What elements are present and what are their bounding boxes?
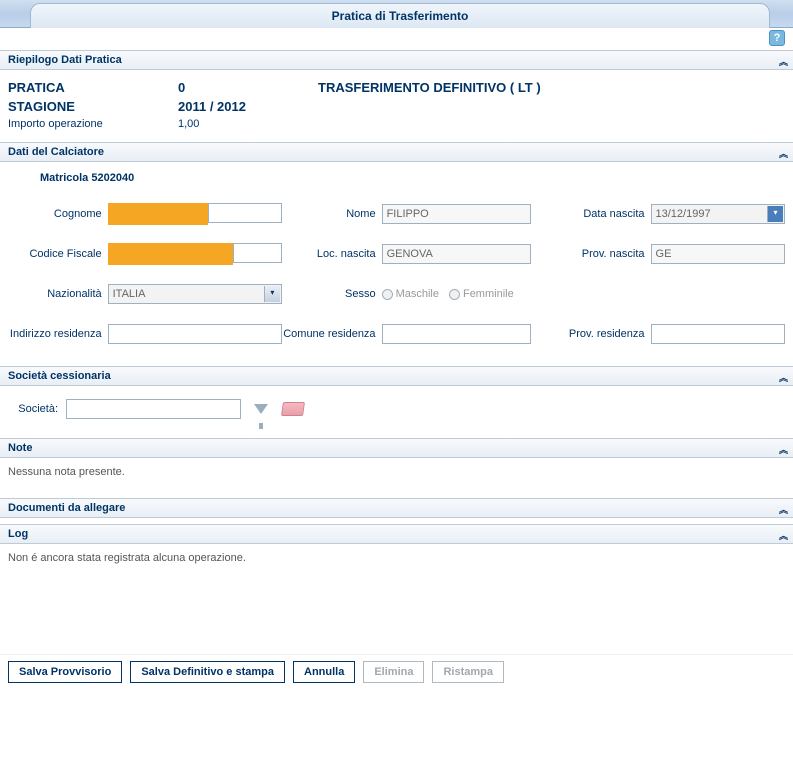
help-icon[interactable]: ? xyxy=(769,30,785,46)
clear-button[interactable] xyxy=(281,398,305,420)
prov-nascita-label: Prov. nascita xyxy=(531,234,645,274)
importo-label: Importo operazione xyxy=(8,118,178,130)
empty-cell xyxy=(651,274,785,314)
prov-res-label: Prov. residenza xyxy=(531,314,645,354)
help-row: ? xyxy=(0,28,793,50)
section-header-note[interactable]: Note ︽ xyxy=(0,438,793,458)
transfer-type: TRASFERIMENTO DEFINITIVO ( LT ) xyxy=(318,80,541,95)
nazionalita-select[interactable]: ITALIA ▾ xyxy=(108,284,282,304)
pratica-value: 0 xyxy=(178,80,318,95)
nazionalita-value: ITALIA xyxy=(113,288,146,300)
radio-maschile[interactable] xyxy=(382,289,393,300)
chevron-down-icon: ▾ xyxy=(264,286,280,302)
log-body: Non é ancora stata registrata alcuna ope… xyxy=(0,544,793,654)
pratica-label: PRATICA xyxy=(8,80,178,95)
loc-nascita-label: Loc. nascita xyxy=(282,234,376,274)
societa-label: Società: xyxy=(8,403,58,415)
eraser-icon xyxy=(281,402,305,416)
nazionalita-label: Nazionalità xyxy=(8,274,102,314)
nome-label: Nome xyxy=(282,194,376,234)
cf-input[interactable] xyxy=(233,243,282,263)
data-nascita-label: Data nascita xyxy=(531,194,645,234)
collapse-icon[interactable]: ︽ xyxy=(779,371,785,384)
indirizzo-label: Indirizzo residenza xyxy=(8,314,102,354)
salva-provvisorio-button[interactable]: Salva Provvisorio xyxy=(8,661,122,683)
collapse-icon[interactable]: ︽ xyxy=(779,443,785,456)
section-header-riepilogo[interactable]: Riepilogo Dati Pratica ︽ xyxy=(0,50,793,70)
comune-label: Comune residenza xyxy=(282,314,376,354)
calciatore-panel: Matricola 5202040 Cognome Codice Fiscale… xyxy=(0,162,793,366)
ristampa-button: Ristampa xyxy=(432,661,504,683)
importo-value: 1,00 xyxy=(178,118,318,130)
stagione-label: STAGIONE xyxy=(8,99,178,114)
section-header-cessionaria[interactable]: Società cessionaria ︽ xyxy=(0,366,793,386)
cognome-input[interactable] xyxy=(208,203,282,223)
radio-maschile-label: Maschile xyxy=(396,288,439,300)
societa-input[interactable] xyxy=(66,399,241,419)
button-bar: Salva Provvisorio Salva Definitivo e sta… xyxy=(0,654,793,689)
nome-input[interactable] xyxy=(382,204,531,224)
collapse-icon[interactable]: ︽ xyxy=(779,55,785,68)
section-title: Note xyxy=(8,442,32,454)
sesso-label: Sesso xyxy=(282,274,376,314)
societa-panel: Società: xyxy=(0,386,793,438)
active-tab[interactable]: Pratica di Trasferimento xyxy=(30,3,770,28)
section-header-documenti[interactable]: Documenti da allegare ︽ xyxy=(0,498,793,518)
sesso-radio-group: Maschile Femminile xyxy=(382,288,514,300)
stagione-value: 2011 / 2012 xyxy=(178,99,318,114)
salva-definitivo-button[interactable]: Salva Definitivo e stampa xyxy=(130,661,285,683)
collapse-icon[interactable]: ︽ xyxy=(779,503,785,516)
note-body: Nessuna nota presente. xyxy=(0,458,793,492)
elimina-button: Elimina xyxy=(363,661,424,683)
empty-label xyxy=(531,274,645,314)
prov-res-input[interactable] xyxy=(651,324,785,344)
section-header-calciatore[interactable]: Dati del Calciatore ︽ xyxy=(0,142,793,162)
tab-bar: Pratica di Trasferimento xyxy=(0,0,793,28)
prov-nascita-input[interactable] xyxy=(651,244,785,264)
section-title: Log xyxy=(8,528,28,540)
data-nascita-value: 13/12/1997 xyxy=(656,208,711,220)
collapse-icon[interactable]: ︽ xyxy=(779,147,785,160)
section-title: Documenti da allegare xyxy=(8,502,125,514)
loc-nascita-input[interactable] xyxy=(382,244,531,264)
chevron-down-icon: ▾ xyxy=(767,206,783,222)
section-title: Riepilogo Dati Pratica xyxy=(8,54,122,66)
funnel-icon xyxy=(254,404,268,414)
cognome-redacted xyxy=(108,203,208,225)
cf-label: Codice Fiscale xyxy=(8,234,102,274)
matricola-value: 5202040 xyxy=(91,172,134,184)
matricola-label: Matricola xyxy=(40,172,88,184)
section-header-log[interactable]: Log ︽ xyxy=(0,524,793,544)
section-title: Società cessionaria xyxy=(8,370,111,382)
summary-panel: PRATICA 0 TRASFERIMENTO DEFINITIVO ( LT … xyxy=(0,70,793,142)
cf-redacted xyxy=(108,243,233,265)
radio-femminile-label: Femminile xyxy=(463,288,514,300)
indirizzo-input[interactable] xyxy=(108,324,282,344)
radio-femminile[interactable] xyxy=(449,289,460,300)
annulla-button[interactable]: Annulla xyxy=(293,661,355,683)
cognome-label: Cognome xyxy=(8,194,102,234)
data-nascita-select[interactable]: 13/12/1997 ▾ xyxy=(651,204,785,224)
filter-button[interactable] xyxy=(249,398,273,420)
section-title: Dati del Calciatore xyxy=(8,146,104,158)
collapse-icon[interactable]: ︽ xyxy=(779,529,785,542)
comune-input[interactable] xyxy=(382,324,531,344)
matricola-row: Matricola 5202040 xyxy=(40,172,785,184)
